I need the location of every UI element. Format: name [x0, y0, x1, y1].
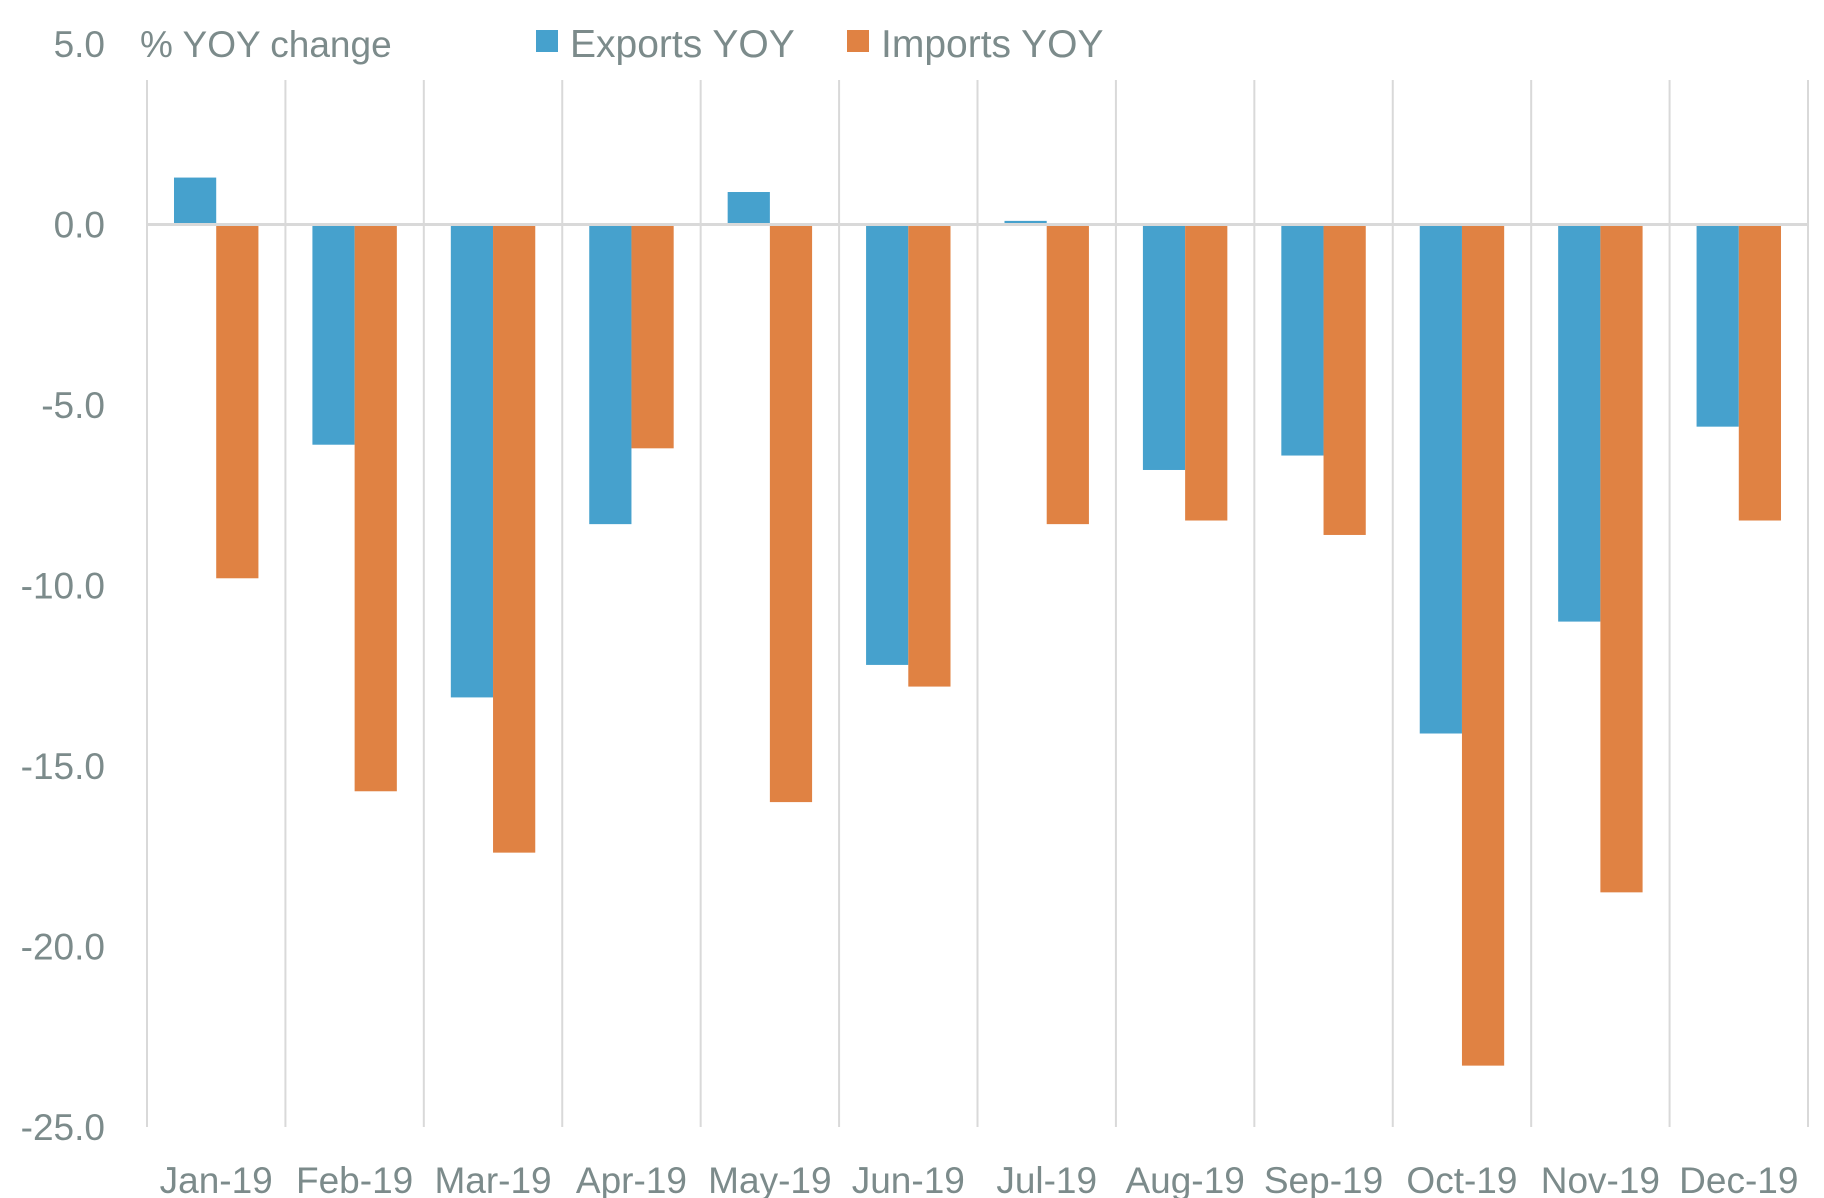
exports-bar-feb-19: [312, 224, 355, 445]
x-tick-label: Apr-19: [576, 1160, 687, 1198]
x-tick-label: Oct-19: [1406, 1160, 1517, 1198]
exports-bar-sep-19: [1281, 224, 1324, 456]
x-tick-label: Nov-19: [1541, 1160, 1660, 1198]
exports-bar-mar-19: [450, 224, 494, 698]
imports-bar-feb-19: [354, 224, 397, 792]
x-tick-label: Jun-19: [852, 1160, 965, 1198]
exports-bar-jan-19: [173, 177, 217, 225]
y-tick-label: 5.0: [54, 24, 105, 65]
imports-bar-jan-19: [216, 224, 259, 579]
imports-legend-label: Imports YOY: [881, 23, 1104, 66]
imports-bar-aug-19: [1185, 224, 1228, 521]
exports-bar-jun-19: [866, 224, 909, 665]
exports-bar-nov-19: [1558, 224, 1601, 622]
y-tick-label: 0.0: [54, 205, 105, 246]
x-tick-label: Dec-19: [1679, 1160, 1798, 1198]
exports-bar-aug-19: [1142, 224, 1186, 470]
imports-legend-swatch: [847, 30, 869, 52]
legend: Exports YOY Imports YOY: [536, 23, 1104, 66]
x-tick-label: Aug-19: [1125, 1160, 1244, 1198]
imports-bar-jun-19: [908, 224, 951, 687]
gridlines: [146, 80, 1809, 1127]
x-tick-label: Jul-19: [996, 1160, 1097, 1198]
y-tick-label: -25.0: [21, 1107, 105, 1148]
imports-bar-dec-19: [1738, 224, 1782, 521]
imports-bar-may-19: [769, 224, 813, 803]
exports-bar-dec-19: [1696, 224, 1739, 427]
y-tick-label: -15.0: [21, 746, 105, 787]
exports-bar-jul-19: [1004, 220, 1047, 225]
imports-bar-sep-19: [1323, 224, 1366, 535]
exports-bar-apr-19: [589, 224, 632, 525]
x-tick-label: Jan-19: [160, 1160, 273, 1198]
y-axis-ticks: 5.0 0.0 -5.0 -10.0 -15.0 -20.0 -25.0: [21, 24, 105, 1148]
bars: [173, 177, 1782, 1066]
exports-legend-swatch: [536, 30, 558, 52]
imports-bar-apr-19: [631, 224, 674, 449]
x-tick-label: May-19: [708, 1160, 831, 1198]
y-tick-label: -5.0: [41, 385, 105, 426]
x-axis-labels: Jan-19 Feb-19 Mar-19 Apr-19 May-19 Jun-19 Jul-…: [160, 1160, 1799, 1198]
x-tick-label: Sep-19: [1264, 1160, 1383, 1198]
y-tick-label: -20.0: [21, 927, 105, 968]
exports-bar-oct-19: [1419, 224, 1462, 734]
exports-bar-may-19: [727, 192, 770, 225]
y-tick-label: -10.0: [21, 566, 105, 607]
x-tick-label: Mar-19: [434, 1160, 551, 1198]
imports-bar-mar-19: [493, 224, 536, 853]
exports-legend-label: Exports YOY: [570, 23, 795, 66]
imports-bar-nov-19: [1600, 224, 1643, 893]
x-tick-label: Feb-19: [296, 1160, 413, 1198]
imports-bar-oct-19: [1461, 224, 1505, 1066]
imports-bar-jul-19: [1046, 224, 1089, 525]
y-axis-title: % YOY change: [140, 24, 392, 65]
